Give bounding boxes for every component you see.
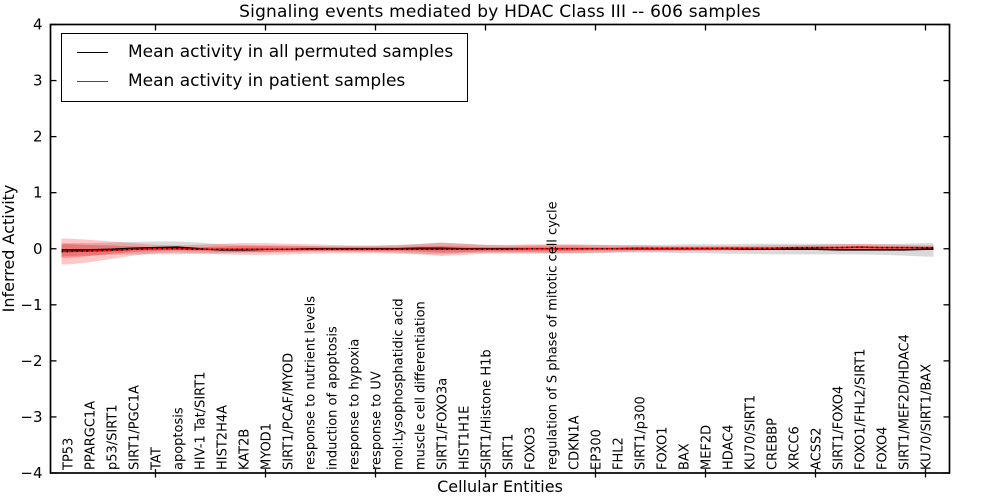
x-tick-label: SIRT1 xyxy=(502,434,517,470)
x-tick-label: FOXO3 xyxy=(524,427,539,470)
x-tick-label: SIRT1/Histone H1b xyxy=(480,349,495,470)
x-tick-label: HIST2H4A xyxy=(216,405,231,470)
x-tick-label: SIRT1/p300 xyxy=(634,396,649,470)
axes-spines-and-ticks xyxy=(49,23,951,478)
y-tick-label: 4 xyxy=(33,16,43,34)
x-tick-label: FHL2 xyxy=(612,437,627,470)
x-tick-label: PPARGC1A xyxy=(84,401,99,470)
x-tick-label: XRCC6 xyxy=(788,426,803,470)
legend-item-permuted: Mean activity in all permuted samples xyxy=(74,41,453,63)
legend: Mean activity in all permuted samples Me… xyxy=(61,33,469,102)
x-tick-label: CDKN1A xyxy=(568,415,583,470)
y-tick-label: 0 xyxy=(33,240,43,258)
x-tick-label: SIRT1/MEF2D/HDAC4 xyxy=(898,334,913,470)
dotted-overlay-line xyxy=(61,246,934,253)
y-axis-title: Inferred Activity xyxy=(0,185,18,313)
y-tick-label: −1 xyxy=(20,296,42,314)
x-tick-label: HIV-1 Tat/SIRT1 xyxy=(194,372,209,470)
x-tick-label: KU70/SIRT1/BAX xyxy=(920,364,935,470)
y-tick-label: −4 xyxy=(20,464,42,482)
mean-lines xyxy=(61,246,934,253)
x-tick-label: BAX xyxy=(678,443,693,470)
x-tick-label: SIRT1/PCAF/MYOD xyxy=(282,353,297,470)
y-tick-label: −2 xyxy=(20,352,42,370)
x-tick-label: mol:Lysophosphatidic acid xyxy=(392,298,407,470)
x-tick-label: muscle cell differentiation xyxy=(414,301,429,470)
x-tick-label: FOXO1/FHL2/SIRT1 xyxy=(854,349,869,470)
x-tick-label: FOXO1 xyxy=(656,427,671,470)
x-tick-label: EP300 xyxy=(590,429,605,470)
y-tick-label: 3 xyxy=(33,72,43,90)
x-tick-label: induction of apoptosis xyxy=(326,326,341,470)
x-tick-label: HDAC4 xyxy=(722,424,737,470)
confidence-bands xyxy=(61,238,934,265)
x-tick-label: MYOD1 xyxy=(260,423,275,470)
black-line-swatch xyxy=(77,51,108,53)
x-tick-label: HIST1H1E xyxy=(458,406,473,470)
x-tick-label: SIRT1/FOXO3a xyxy=(436,378,451,470)
x-tick-label: apoptosis xyxy=(172,407,187,470)
x-axis-title: Cellular Entities xyxy=(437,477,563,496)
x-tick-label: TP53 xyxy=(62,438,77,471)
x-tick-label: CREBBP xyxy=(766,418,781,470)
x-tick-label: FOXO4 xyxy=(876,427,891,470)
x-tick-label: KU70/SIRT1 xyxy=(744,395,759,470)
legend-label: Mean activity in all permuted samples xyxy=(128,42,454,62)
tick-labels: 4 3 2 1 0 −1 −2 −3 −4 TP53 PPARGC1A p53/SIRT1 SIRT1/… xyxy=(20,16,934,483)
red-line-swatch xyxy=(77,80,108,82)
x-tick-label: SIRT1/PGC1A xyxy=(128,385,143,470)
y-tick-label: 1 xyxy=(33,184,43,202)
x-tick-label: p53/SIRT1 xyxy=(106,404,121,470)
chart-title: Signaling events mediated by HDAC Class … xyxy=(239,2,761,22)
x-tick-label: TAT xyxy=(150,447,165,471)
x-tick-label: response to UV xyxy=(370,371,385,470)
legend-item-patient: Mean activity in patient samples xyxy=(74,70,453,92)
x-tick-label: MEF2D xyxy=(700,425,715,470)
y-tick-label: 2 xyxy=(33,128,43,146)
x-tick-label: ACSS2 xyxy=(810,427,825,470)
y-tick-label: −3 xyxy=(20,408,42,426)
x-tick-label: regulation of S phase of mitotic cell cy… xyxy=(546,201,561,470)
x-tick-label: SIRT1/FOXO4 xyxy=(832,386,847,470)
x-tick-label: response to nutrient levels xyxy=(304,296,319,470)
x-tick-label: response to hypoxia xyxy=(348,339,363,470)
legend-label: Mean activity in patient samples xyxy=(128,71,406,91)
patient-samples-range-outer-band xyxy=(61,238,934,265)
x-tick-label: KAT2B xyxy=(238,429,253,470)
